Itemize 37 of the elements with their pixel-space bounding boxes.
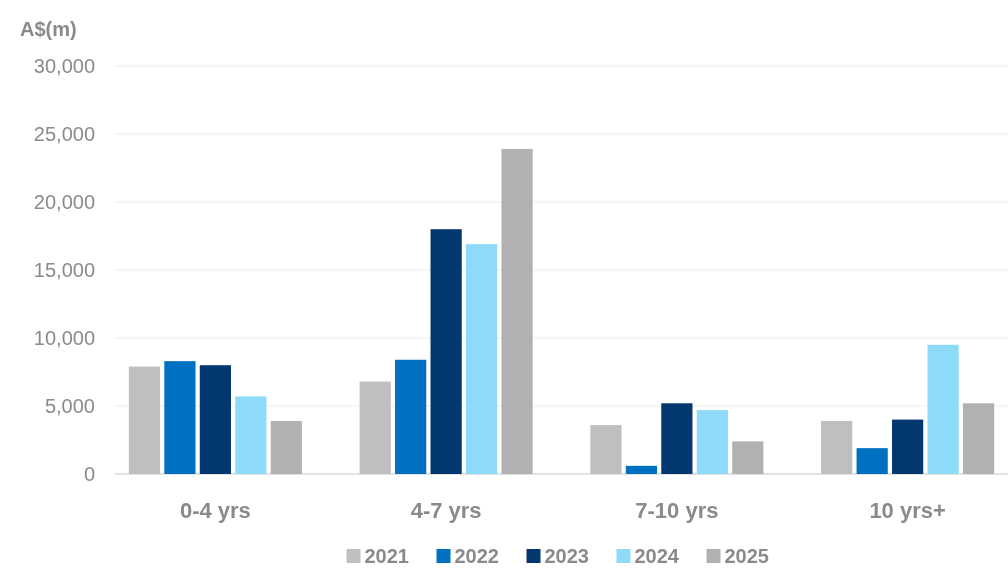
bar [270,420,302,474]
bar [590,425,622,474]
legend-label: 2024 [634,545,680,567]
y-tick-label: 30,000 [33,55,95,77]
bar [927,344,959,474]
y-tick-label: 5,000 [44,395,95,417]
bar [395,359,427,474]
bar [465,244,498,474]
y-axis-title: A$(m) [20,18,77,40]
y-tick-label: 25,000 [33,123,95,145]
bar [128,366,161,474]
legend-label: 2021 [364,545,409,567]
bar [962,403,995,474]
x-tick-label: 0-4 yrs [179,498,251,523]
bar [661,403,693,474]
bar [892,419,924,474]
bar [199,365,231,474]
legend-label: 2022 [454,545,499,567]
y-tick-label: 20,000 [33,191,95,213]
bar [625,465,658,474]
x-tick-label: 10 yrs+ [869,498,946,523]
y-tick-label: 10,000 [33,327,95,349]
bar [856,448,888,474]
bar [821,420,853,474]
x-tick-label: 4-7 yrs [410,498,482,523]
y-tick-label: 0 [83,463,95,485]
legend-label: 2023 [544,545,589,567]
bar [164,361,196,474]
legend-label: 2025 [724,545,769,567]
bar [732,441,764,474]
bar [359,381,391,474]
bar [430,229,462,474]
bar [235,396,267,474]
x-tick-label: 7-10 yrs [635,498,719,523]
y-tick-label: 15,000 [33,259,95,281]
bar [501,148,533,474]
bar [696,410,728,474]
